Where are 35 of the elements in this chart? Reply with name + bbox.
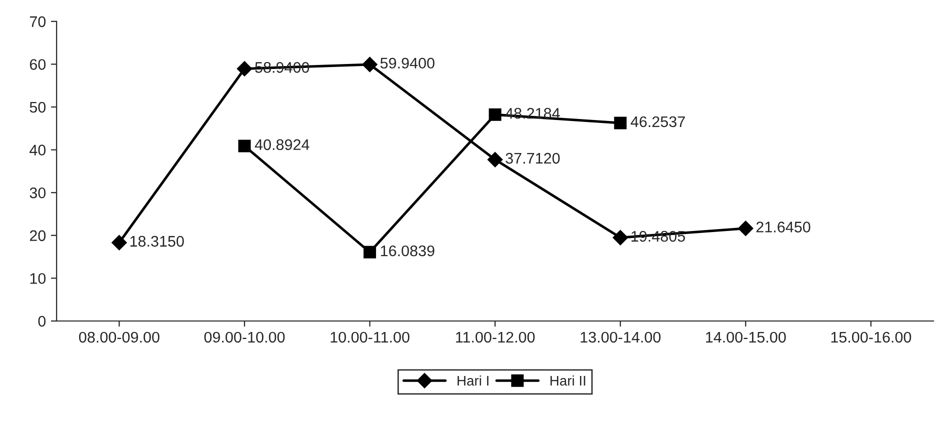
point [362,56,378,72]
data-label: 48.2184 [505,108,560,119]
y-tick-label: 60 [30,59,46,70]
point [488,152,503,168]
y-tick-label: 30 [30,187,46,198]
y-tick-label: 70 [30,16,46,28]
data-label: 40.8924 [254,139,310,150]
point [236,61,252,76]
y-tick-label: 20 [30,230,46,242]
data-label: 18.3150 [130,236,184,247]
data-label: 21.6450 [756,222,810,232]
x-tick-label: 10.00-11.00 [330,332,410,343]
y-tick-label: 0 [38,316,46,327]
point [364,246,376,258]
x-tick-label: 15.00-16.00 [831,332,912,343]
data-label: 37.7120 [506,152,560,164]
x-tick-label: 14.00-15.00 [706,332,786,343]
x-tick-label: 13.00-14.00 [580,332,661,343]
y-tick-label: 50 [30,102,46,113]
point [612,230,628,246]
data-label: 46.2537 [630,116,685,128]
data-label: 16.0839 [380,245,434,256]
y-tick-label: 10 [30,273,46,284]
x-tick-label: 09.00-10.00 [204,332,285,343]
point [738,220,754,236]
legend-label: Hari II [550,375,586,386]
point [112,235,127,250]
data-label: 59.9400 [380,58,434,69]
point [488,108,502,121]
y-tick-label: 40 [30,144,46,156]
point [614,116,627,130]
x-tick-label: 11.00-12.00 [456,332,535,343]
x-tick-label: 08.00-09.00 [79,332,160,343]
point [238,140,251,152]
legend-label: Hari I [458,375,488,386]
